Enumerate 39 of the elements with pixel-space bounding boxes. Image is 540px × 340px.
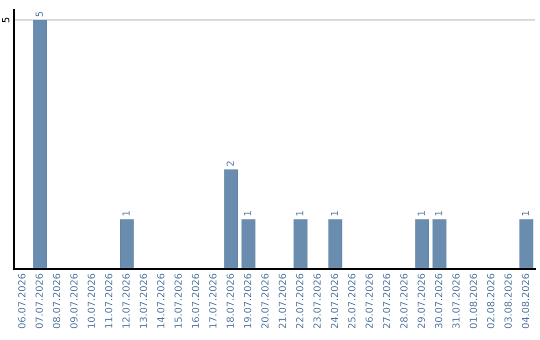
x-tick-label: 25.07.2026 — [348, 274, 356, 328]
x-tick-label: 15.07.2026 — [174, 274, 182, 328]
x-tick-label: 28.07.2026 — [400, 274, 408, 328]
x-tick-label: 23.07.2026 — [313, 274, 321, 328]
x-tick-label: 09.07.2026 — [70, 274, 78, 328]
x-tick-label: 17.07.2026 — [209, 274, 217, 328]
data-label: 1 — [418, 211, 425, 216]
data-label: 1 — [244, 211, 252, 216]
x-tick-label: 22.07.2026 — [296, 274, 304, 328]
x-tick-label: 19.07.2026 — [244, 274, 252, 328]
x-tick-label: 07.07.2026 — [36, 274, 43, 328]
x-tick-label: 14.07.2026 — [157, 274, 164, 328]
x-tick-label: 18.07.2026 — [226, 274, 234, 328]
data-label: 1 — [122, 211, 130, 216]
x-tick-label: 01.08.2026 — [470, 274, 478, 328]
x-tick-label: 26.07.2026 — [365, 274, 373, 328]
x-tick-label: 02.08.2026 — [487, 274, 494, 328]
data-label: 1 — [330, 211, 338, 216]
x-tick-label: 31.07.2026 — [452, 274, 460, 328]
x-tick-label: 21.07.2026 — [278, 274, 286, 328]
x-tick-label: 20.07.2026 — [261, 274, 269, 328]
x-tick-label: 03.08.2026 — [504, 274, 512, 328]
data-label: 1 — [435, 211, 442, 216]
data-label: 2 — [226, 161, 234, 166]
data-label: 1 — [522, 211, 529, 216]
x-tick-label: 11.07.2026 — [104, 274, 112, 328]
x-tick-label: 30.07.2026 — [434, 274, 442, 328]
x-tick-label: 12.07.2026 — [122, 274, 130, 328]
x-tick-label: 29.07.2026 — [418, 274, 425, 328]
x-tick-label: 16.07.2026 — [192, 274, 200, 328]
x-tick-label: 27.07.2026 — [382, 274, 390, 328]
data-label: 5 — [36, 12, 43, 16]
x-tick-label: 04.08.2026 — [522, 274, 530, 328]
data-label: 1 — [296, 211, 304, 216]
x-tick-label: 10.07.2026 — [88, 274, 95, 328]
x-tick-label: 24.07.2026 — [330, 274, 338, 328]
x-tick-label: 06.07.2026 — [18, 274, 26, 328]
x-tick-label: 13.07.2026 — [140, 274, 148, 328]
x-tick-label: 08.07.2026 — [52, 274, 60, 328]
